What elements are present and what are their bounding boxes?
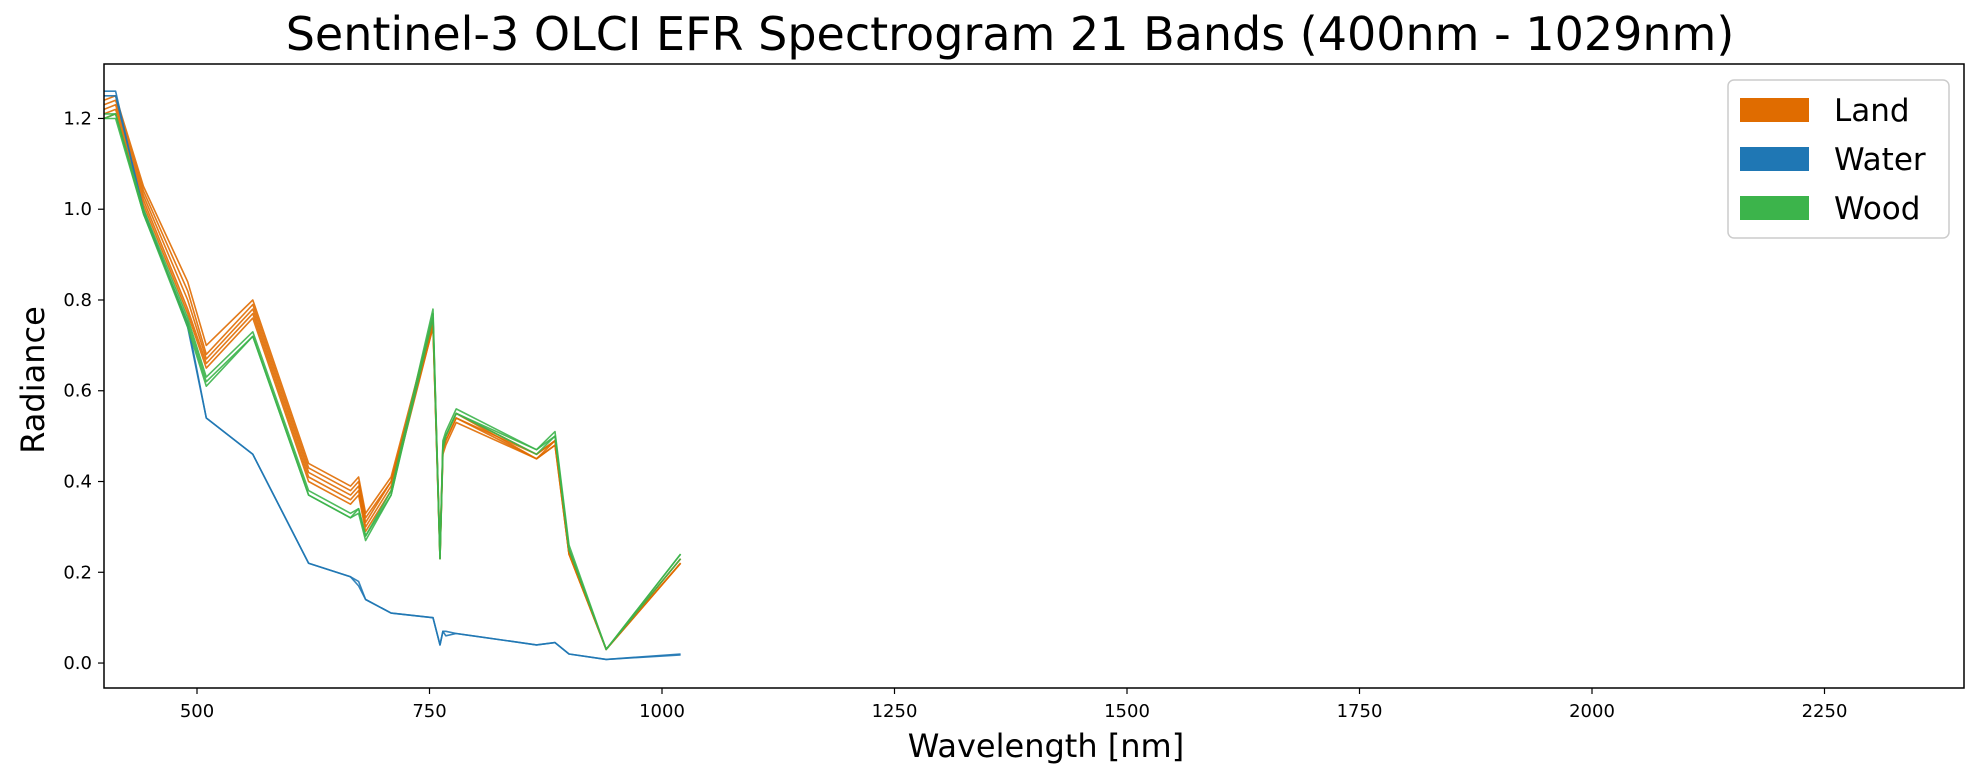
y-axis-label: Radiance — [14, 306, 52, 454]
chart-title: Sentinel-3 OLCI EFR Spectrogram 21 Bands… — [286, 7, 1735, 61]
y-tick-label: 0.2 — [63, 562, 92, 583]
x-tick-label: 1750 — [1337, 701, 1383, 722]
legend-label-wood: Wood — [1834, 191, 1920, 227]
x-tick-label: 750 — [412, 701, 446, 722]
y-tick-label: 1.0 — [63, 199, 92, 220]
y-tick-label: 0.8 — [63, 290, 92, 311]
legend: Land Water Wood — [1727, 79, 1950, 239]
plot-series — [103, 90, 682, 661]
legend-swatch-land — [1740, 98, 1809, 122]
x-tick-label: 1000 — [639, 701, 685, 722]
legend-label-water: Water — [1834, 142, 1926, 178]
land-series-line-5 — [103, 113, 682, 651]
water-series-line-2 — [104, 90, 681, 661]
land-series-line-3 — [103, 104, 682, 651]
water-series-line-1 — [104, 95, 681, 661]
x-axis-label: Wavelength [nm] — [908, 727, 1184, 765]
legend-label-land: Land — [1834, 93, 1910, 129]
land-series-line-2 — [103, 99, 682, 651]
x-tick-label: 1500 — [1104, 701, 1150, 722]
wood-series-line-3 — [104, 117, 682, 651]
y-tick-label: 0.6 — [63, 381, 92, 402]
y-tick-label: 0.4 — [63, 472, 92, 493]
plot-frame — [103, 63, 1965, 689]
x-tick-label: 500 — [180, 701, 214, 722]
y-tick-label: 0.0 — [63, 653, 92, 674]
x-tick-label: 1250 — [872, 701, 918, 722]
land-series-line-4 — [103, 108, 682, 651]
legend-swatch-wood — [1740, 196, 1809, 220]
wood-series-line-1 — [104, 113, 682, 651]
wood-series-line-2 — [103, 113, 682, 651]
y-axis: 0.0 0.2 0.4 0.6 0.8 1.0 1.2 — [63, 108, 104, 674]
y-tick-label: 1.2 — [63, 108, 92, 129]
legend-swatch-water — [1740, 147, 1809, 171]
x-tick-label: 2250 — [1802, 701, 1848, 722]
x-tick-label: 2000 — [1569, 701, 1615, 722]
x-axis: 500 750 1000 1250 1500 1750 2000 2250 — [180, 688, 1848, 722]
land-series-line-1 — [103, 95, 682, 651]
